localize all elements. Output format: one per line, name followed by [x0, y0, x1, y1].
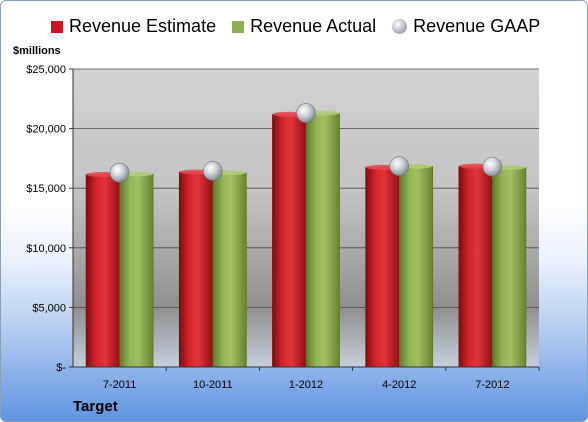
legend-swatch-revenue-estimate — [51, 20, 63, 33]
x-tick-label-7-2012: 7-2012 — [475, 379, 509, 391]
x-tick-label-7-2011: 7-2011 — [103, 379, 136, 391]
bar-revenue-estimate-7-2012 — [458, 165, 493, 368]
y-tick-label-25000: $25,000 — [26, 64, 66, 76]
y-axis-unit-label: $millions — [13, 45, 61, 57]
legend-item-revenue-actual: Revenue Actual — [232, 16, 376, 37]
x-tick-label-10-2011: 10-2011 — [193, 379, 233, 391]
marker-revenue-gaap-7-2011 — [109, 162, 130, 183]
y-tick-label-15000: $15,000 — [26, 183, 66, 195]
marker-revenue-gaap-10-2011 — [203, 161, 223, 181]
x-tick-label-1-2012: 1-2012 — [289, 379, 323, 391]
legend: Revenue Estimate Revenue Actual Revenue … — [51, 16, 556, 37]
legend-label-revenue-actual: Revenue Actual — [250, 16, 377, 36]
bar-revenue-actual-7-2012 — [492, 167, 527, 368]
y-tick-label-0: $- — [56, 362, 66, 374]
legend-label-revenue-estimate: Revenue Estimate — [69, 16, 217, 36]
bar-revenue-actual-7-2011 — [119, 173, 154, 368]
bar-revenue-estimate-4-2012 — [365, 167, 400, 368]
y-tick-label-20000: $20,000 — [26, 124, 66, 136]
legend-swatch-revenue-actual — [232, 20, 245, 33]
bar-revenue-estimate-10-2011 — [178, 171, 214, 368]
bar-revenue-estimate-1-2012 — [272, 113, 307, 368]
x-tick-label-4-2012: 4-2012 — [382, 379, 416, 391]
bar-revenue-actual-1-2012 — [305, 112, 340, 368]
legend-label-revenue-gaap: Revenue GAAP — [413, 16, 541, 36]
bar-revenue-estimate-7-2011 — [85, 174, 120, 368]
legend-item-revenue-estimate: Revenue Estimate — [51, 16, 216, 37]
bar-revenue-actual-4-2012 — [398, 165, 434, 368]
legend-item-revenue-gaap: Revenue GAAP — [392, 16, 540, 37]
company-label: Target — [73, 398, 118, 415]
marker-revenue-gaap-7-2012 — [482, 156, 503, 177]
y-tick-label-5000: $5,000 — [32, 302, 66, 314]
marker-revenue-gaap-4-2012 — [389, 156, 410, 176]
y-tick-label-10000: $10,000 — [26, 243, 66, 255]
bar-revenue-actual-10-2011 — [212, 172, 247, 368]
marker-revenue-gaap-1-2012 — [296, 103, 316, 123]
legend-marker-revenue-gaap — [392, 19, 408, 34]
